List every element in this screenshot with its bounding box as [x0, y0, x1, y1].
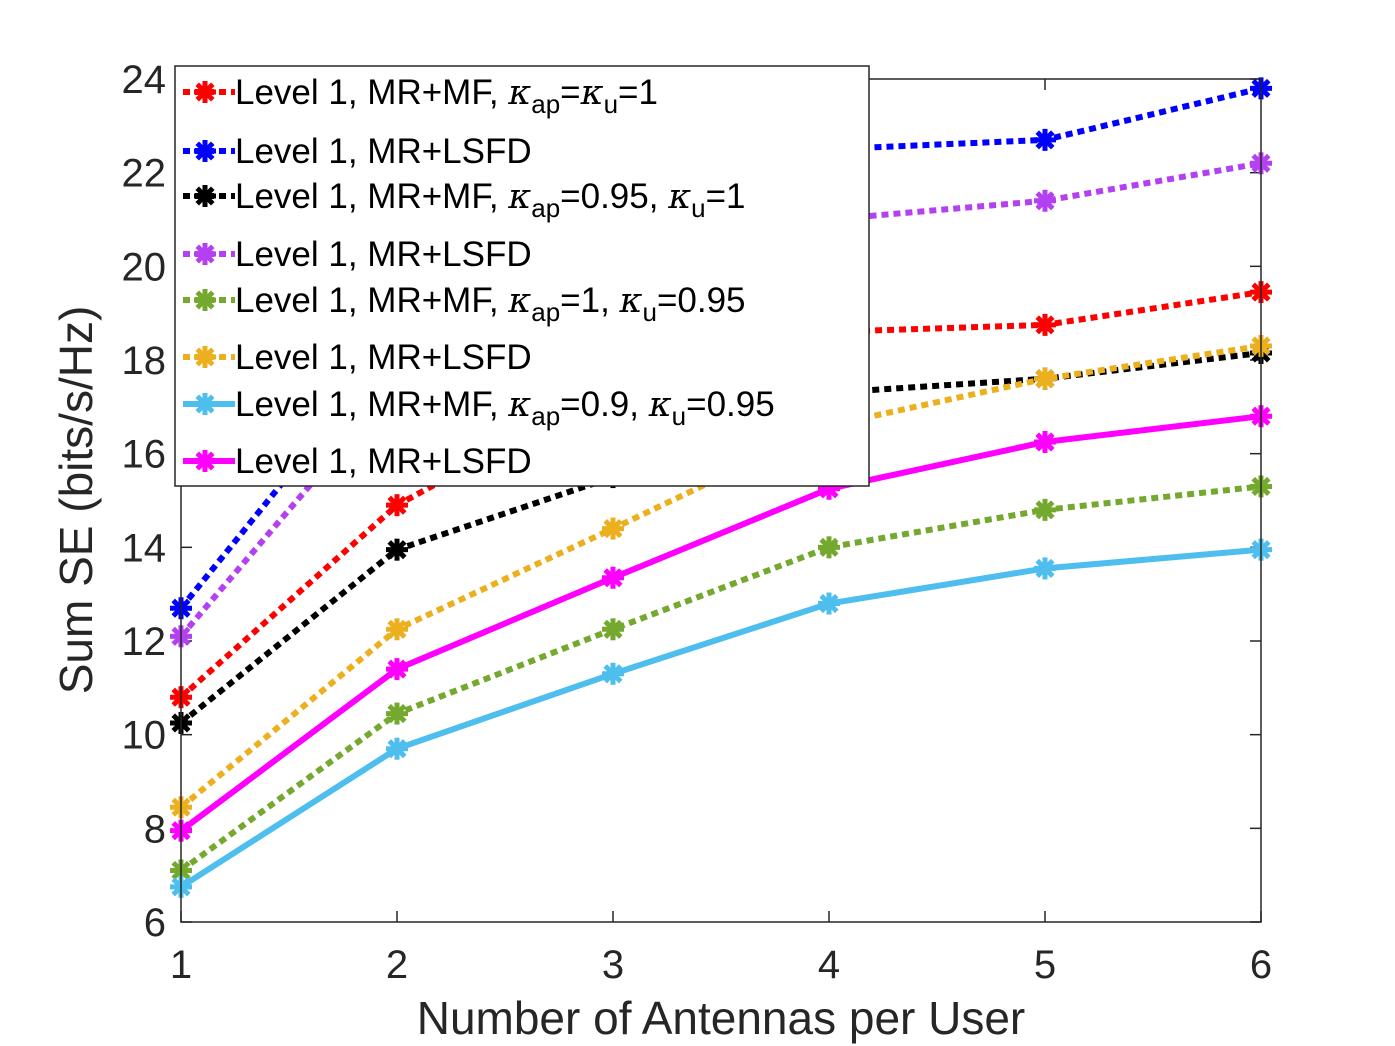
x-axis-label: Number of Antennas per User [417, 992, 1026, 1044]
legend-label: Level 1, MR+MF, κap=1, κu=0.95 [235, 281, 746, 327]
series-line [179, 289, 1262, 700]
data-point [1034, 557, 1056, 580]
series-line [179, 546, 1262, 890]
data-point [602, 517, 624, 540]
legend-entry: Level 1, MR+LSFD [183, 235, 532, 274]
legend-box [174, 65, 870, 487]
legend-entry: Level 1, MR+MF, κap=0.9, κu=0.95 [183, 385, 775, 431]
series-line [179, 413, 1262, 834]
legend: Level 1, MR+MF, κap=κu=1 Level 1, MR+LSFD… [174, 65, 870, 487]
x-tick-label: 2 [386, 943, 408, 987]
data-point [818, 536, 840, 559]
data-point [818, 592, 840, 615]
y-axis-label: Sum SE (bits/s/Hz) [50, 306, 102, 695]
data-point [602, 662, 624, 685]
legend-entry: Level 1, MR+MF, κap=0.95, κu=1 [183, 177, 746, 223]
legend-label: Level 1, MR+LSFD [235, 235, 532, 274]
y-tick-label: 12 [122, 620, 167, 664]
x-tick-label: 4 [818, 943, 840, 987]
series-line [179, 483, 1262, 873]
legend-entry: Level 1, MR+LSFD [183, 442, 532, 481]
data-point [1034, 498, 1056, 521]
legend-marker [194, 450, 216, 472]
legend-entry: Level 1, MR+MF, κap=κu=1 [183, 73, 658, 119]
data-point [386, 658, 408, 681]
data-point [1034, 189, 1056, 212]
legend-label: Level 1, MR+LSFD [235, 132, 532, 171]
x-tick-label: 1 [170, 943, 192, 987]
data-point [386, 737, 408, 760]
legend-marker [194, 346, 216, 368]
legend-label: Level 1, MR+MF, κap=0.95, κu=1 [235, 177, 746, 223]
y-tick-label: 16 [122, 433, 167, 477]
data-point [602, 566, 624, 589]
x-tick-label: 6 [1250, 943, 1272, 987]
data-point [386, 618, 408, 641]
legend-label: Level 1, MR+MF, κap=0.9, κu=0.95 [235, 385, 775, 431]
data-point [1034, 430, 1056, 453]
legend-marker [194, 393, 216, 415]
data-point [1034, 128, 1056, 151]
series-line [178, 85, 1262, 611]
data-point [386, 538, 408, 561]
y-tick-label: 18 [122, 339, 167, 383]
legend-label: Level 1, MR+LSFD [235, 442, 532, 481]
legend-marker [194, 289, 216, 311]
legend-marker [194, 243, 216, 265]
y-tick-label: 10 [122, 714, 167, 758]
y-tick-label: 22 [122, 152, 167, 196]
legend-marker [194, 140, 216, 162]
y-tick-label: 24 [122, 58, 167, 102]
legend-marker [194, 81, 216, 103]
y-tick-label: 6 [144, 901, 166, 945]
legend-marker [194, 185, 216, 207]
legend-entry: Level 1, MR+MF, κap=1, κu=0.95 [183, 281, 746, 327]
legend-entry: Level 1, MR+LSFD [183, 338, 532, 377]
y-tick-label: 20 [122, 245, 167, 289]
x-tick-label: 3 [602, 943, 624, 987]
y-tick-label: 8 [144, 807, 166, 851]
data-point [602, 618, 624, 641]
legend-label: Level 1, MR+LSFD [235, 338, 532, 377]
x-tick-label: 5 [1034, 943, 1056, 987]
y-tick-label: 14 [122, 526, 167, 570]
data-point [1034, 313, 1056, 336]
legend-entry: Level 1, MR+LSFD [183, 132, 532, 171]
data-point [386, 702, 408, 725]
legend-label: Level 1, MR+MF, κap=κu=1 [235, 73, 658, 119]
data-point [1034, 367, 1056, 390]
data-point [386, 494, 408, 517]
